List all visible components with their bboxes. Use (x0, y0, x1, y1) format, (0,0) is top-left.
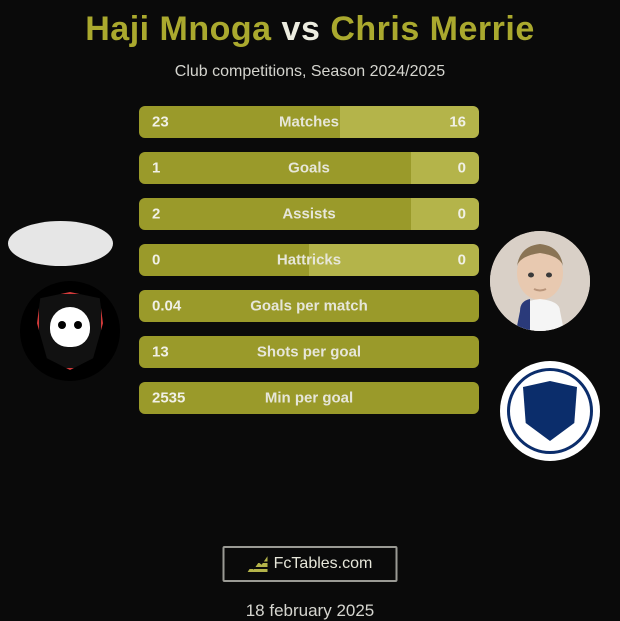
left-value: 0.04 (152, 298, 181, 315)
stat-row: 1 0 Goals (139, 152, 479, 184)
bar-right (411, 198, 479, 230)
chart-icon (248, 556, 268, 572)
player1-avatar (8, 221, 113, 266)
right-value: 16 (449, 114, 466, 131)
stat-label: Goals per match (250, 298, 368, 315)
source-text: FcTables.com (274, 555, 373, 573)
stat-row: 23 16 Matches (139, 106, 479, 138)
stat-row: 2535 Min per goal (139, 382, 479, 414)
stat-label: Min per goal (265, 390, 353, 407)
title: Haji Mnoga vs Chris Merrie (85, 10, 534, 49)
source-logo: FcTables.com (223, 546, 398, 582)
right-value: 0 (458, 206, 466, 223)
left-value: 2 (152, 206, 160, 223)
right-value: 0 (458, 252, 466, 269)
left-value: 23 (152, 114, 169, 131)
vs-text: vs (282, 10, 321, 48)
date-label: 18 february 2025 (246, 601, 375, 621)
right-value: 0 (458, 160, 466, 177)
left-value: 13 (152, 344, 169, 361)
left-value: 1 (152, 160, 160, 177)
stat-row: 0 0 Hattricks (139, 244, 479, 276)
comparison-bars: 23 16 Matches 1 0 Goals 2 0 Assists 0 0 Hattricks 0.… (139, 106, 479, 414)
bar-left (139, 152, 411, 184)
left-value: 2535 (152, 390, 185, 407)
subtitle: Club competitions, Season 2024/2025 (175, 63, 445, 81)
stat-label: Goals (288, 160, 330, 177)
bar-right (411, 152, 479, 184)
player2-avatar (490, 231, 590, 331)
player2-name: Chris Merrie (330, 10, 534, 48)
stat-row: 13 Shots per goal (139, 336, 479, 368)
stat-row: 2 0 Assists (139, 198, 479, 230)
chart-area: 23 16 Matches 1 0 Goals 2 0 Assists 0 0 Hattricks 0.… (0, 106, 620, 580)
left-value: 0 (152, 252, 160, 269)
player1-club-badge (20, 281, 120, 381)
stat-label: Assists (282, 206, 335, 223)
stat-label: Matches (279, 114, 339, 131)
player2-club-badge (500, 361, 600, 461)
stat-label: Shots per goal (257, 344, 361, 361)
stat-label: Hattricks (277, 252, 341, 269)
stat-row: 0.04 Goals per match (139, 290, 479, 322)
bar-left (139, 198, 411, 230)
player1-name: Haji Mnoga (85, 10, 271, 48)
